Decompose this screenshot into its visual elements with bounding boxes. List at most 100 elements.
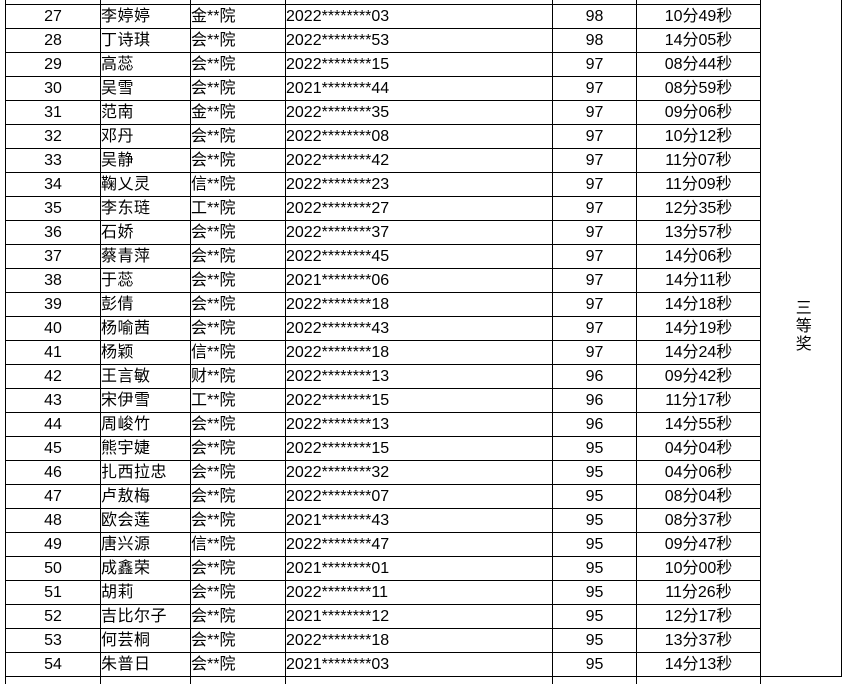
college-cell: 会**院 — [190, 28, 286, 53]
student-name-cell: 吴静 — [100, 148, 191, 173]
table-row: 53 何芸桐 会**院 2022********18 95 13分37秒 — [5, 628, 842, 653]
score-cell: 97 — [552, 340, 637, 365]
table-row — [5, 676, 842, 684]
table-row: 46 扎西拉忠 会**院 2022********32 95 04分06秒 — [5, 460, 842, 485]
row-index-cell: 39 — [5, 292, 101, 317]
table-row: 38 于蕊 会**院 2021********06 97 14分11秒 — [5, 268, 842, 293]
award-level-cell: 三等奖 — [760, 0, 842, 677]
student-id-cell: 2022********15 — [285, 388, 553, 413]
student-name-cell: 李婷婷 — [100, 4, 191, 29]
time-cell: 14分55秒 — [636, 412, 761, 437]
student-id-cell: 2022********13 — [285, 412, 553, 437]
student-name-cell: 王言敏 — [100, 364, 191, 389]
student-id-cell: 2022********07 — [285, 484, 553, 509]
score-cell: 97 — [552, 268, 637, 293]
college-cell: 会**院 — [190, 436, 286, 461]
row-index-cell: 32 — [5, 124, 101, 149]
award-table: 26刘欢信**院2021********399810分14秒三等奖27李婷婷金*… — [5, 0, 842, 684]
student-name-cell: 范南 — [100, 100, 191, 125]
student-name-cell: 卢敖梅 — [100, 484, 191, 509]
college-cell: 会**院 — [190, 52, 286, 77]
score-cell: 98 — [552, 28, 637, 53]
college-cell: 工**院 — [190, 388, 286, 413]
time-cell: 14分11秒 — [636, 268, 761, 293]
college-cell: 会**院 — [190, 412, 286, 437]
table-row: 27 李婷婷 金**院 2022********03 98 10分49秒 — [5, 4, 842, 29]
table-row: 43 宋伊雪 工**院 2022********15 96 11分17秒 — [5, 388, 842, 413]
college-cell: 工**院 — [190, 196, 286, 221]
row-index-cell: 43 — [5, 388, 101, 413]
student-id-cell: 2022********35 — [285, 100, 553, 125]
table-row: 30 吴雪 会**院 2021********44 97 08分59秒 — [5, 76, 842, 101]
time-cell: 08分04秒 — [636, 484, 761, 509]
score-cell: 95 — [552, 604, 637, 629]
student-name-cell: 何芸桐 — [100, 628, 191, 653]
table-row: 39 彭倩 会**院 2022********18 97 14分18秒 — [5, 292, 842, 317]
score-cell: 97 — [552, 196, 637, 221]
time-cell: 08分37秒 — [636, 508, 761, 533]
score-cell: 97 — [552, 316, 637, 341]
college-cell: 会**院 — [190, 124, 286, 149]
college-cell: 会**院 — [190, 220, 286, 245]
score-cell: 97 — [552, 100, 637, 125]
college-cell: 会**院 — [190, 460, 286, 485]
college-cell: 会**院 — [190, 148, 286, 173]
clipped-cell — [636, 676, 761, 684]
clipped-cell — [285, 676, 553, 684]
time-cell: 11分07秒 — [636, 148, 761, 173]
student-name-cell: 熊宇婕 — [100, 436, 191, 461]
row-index-cell: 28 — [5, 28, 101, 53]
student-id-cell: 2021********44 — [285, 76, 553, 101]
row-index-cell: 41 — [5, 340, 101, 365]
student-id-cell: 2021********43 — [285, 508, 553, 533]
row-index-cell: 38 — [5, 268, 101, 293]
student-id-cell: 2022********18 — [285, 292, 553, 317]
time-cell: 09分47秒 — [636, 532, 761, 557]
student-id-cell: 2022********42 — [285, 148, 553, 173]
student-id-cell: 2022********45 — [285, 244, 553, 269]
row-index-cell: 52 — [5, 604, 101, 629]
table-row: 36 石娇 会**院 2022********37 97 13分57秒 — [5, 220, 842, 245]
time-cell: 09分06秒 — [636, 100, 761, 125]
time-cell: 13分37秒 — [636, 628, 761, 653]
time-cell: 08分44秒 — [636, 52, 761, 77]
student-id-cell: 2022********03 — [285, 4, 553, 29]
student-id-cell: 2021********12 — [285, 604, 553, 629]
student-name-cell: 欧会莲 — [100, 508, 191, 533]
row-index-cell: 53 — [5, 628, 101, 653]
row-index-cell: 51 — [5, 580, 101, 605]
clipped-cell — [5, 676, 101, 684]
student-name-cell: 扎西拉忠 — [100, 460, 191, 485]
student-name-cell: 吉比尔子 — [100, 604, 191, 629]
college-cell: 会**院 — [190, 628, 286, 653]
college-cell: 信**院 — [190, 532, 286, 557]
student-name-cell: 杨喻茜 — [100, 316, 191, 341]
time-cell: 11分09秒 — [636, 172, 761, 197]
student-name-cell: 石娇 — [100, 220, 191, 245]
college-cell: 会**院 — [190, 652, 286, 677]
student-name-cell: 宋伊雪 — [100, 388, 191, 413]
college-cell: 信**院 — [190, 172, 286, 197]
score-cell: 95 — [552, 532, 637, 557]
student-name-cell: 李东琏 — [100, 196, 191, 221]
row-index-cell: 44 — [5, 412, 101, 437]
score-cell: 95 — [552, 436, 637, 461]
time-cell: 12分17秒 — [636, 604, 761, 629]
score-cell: 96 — [552, 412, 637, 437]
college-cell: 会**院 — [190, 556, 286, 581]
row-index-cell: 36 — [5, 220, 101, 245]
time-cell: 09分42秒 — [636, 364, 761, 389]
table-row: 45 熊宇婕 会**院 2022********15 95 04分04秒 — [5, 436, 842, 461]
college-cell: 会**院 — [190, 316, 286, 341]
score-cell: 95 — [552, 556, 637, 581]
student-id-cell: 2021********01 — [285, 556, 553, 581]
table-row: 47 卢敖梅 会**院 2022********07 95 08分04秒 — [5, 484, 842, 509]
student-name-cell: 胡莉 — [100, 580, 191, 605]
college-cell: 会**院 — [190, 292, 286, 317]
student-id-cell: 2022********27 — [285, 196, 553, 221]
row-index-cell: 30 — [5, 76, 101, 101]
student-name-cell: 高蕊 — [100, 52, 191, 77]
score-cell: 97 — [552, 76, 637, 101]
time-cell: 04分04秒 — [636, 436, 761, 461]
